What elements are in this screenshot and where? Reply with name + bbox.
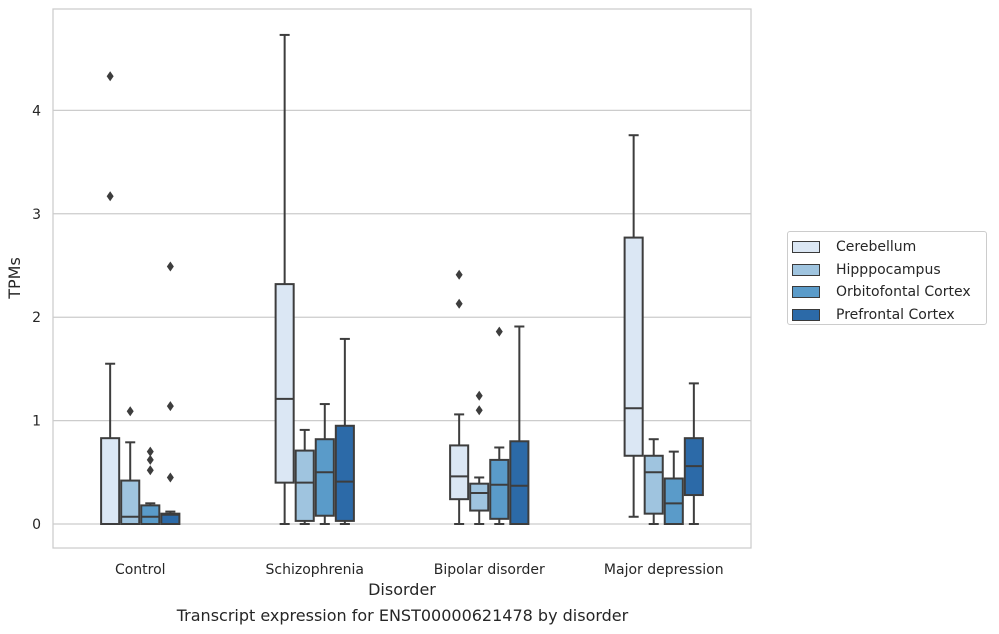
- outlier-point: [106, 191, 114, 202]
- outlier-point: [495, 326, 503, 337]
- legend-item: Prefrontal Cortex: [792, 304, 986, 327]
- box-iqr: [663, 477, 684, 525]
- box-iqr: [469, 482, 490, 512]
- outlier-point: [106, 71, 114, 82]
- legend-swatch: [792, 286, 820, 299]
- box-iqr: [294, 449, 315, 522]
- box-iqr: [489, 458, 510, 520]
- outlier-point: [146, 465, 154, 476]
- legend-label: Orbitofontal Cortex: [836, 284, 971, 301]
- box-orbitofontal-cortex: [663, 450, 684, 525]
- x-tick-labels: Control Schizophrenia Bipolar disorder Majo…: [115, 562, 724, 578]
- box-iqr: [120, 479, 141, 525]
- box-iqr: [274, 283, 295, 484]
- box-iqr: [100, 437, 121, 526]
- legend-label: Prefrontal Cortex: [836, 307, 955, 324]
- legend-label: Cerebellum: [836, 239, 917, 256]
- chart-caption: Transcript expression for ENST0000062147…: [176, 606, 629, 625]
- box-iqr: [509, 440, 530, 525]
- box-cerebellum: [274, 33, 295, 525]
- box-iqr: [623, 236, 644, 457]
- legend-item: Cerebellum: [792, 236, 986, 259]
- outlier-point: [475, 390, 483, 401]
- box-iqr: [160, 512, 181, 525]
- box-layer: [100, 33, 704, 526]
- box-iqr: [140, 504, 161, 525]
- box-hipppocampus: [469, 390, 490, 525]
- x-tick-label: Schizophrenia: [266, 562, 364, 578]
- outlier-point: [166, 401, 174, 412]
- box-cerebellum: [100, 71, 121, 526]
- legend-item: Orbitofontal Cortex: [792, 281, 986, 304]
- box-prefrontal-cortex: [334, 337, 355, 525]
- outlier-point: [166, 472, 174, 483]
- legend-item: Hipppocampus: [792, 259, 986, 282]
- x-tick-label: Control: [115, 562, 166, 578]
- legend: Cerebellum Hipppocampus Orbitofontal Corte…: [787, 231, 987, 325]
- outlier-point: [126, 406, 134, 417]
- outlier-point: [475, 405, 483, 416]
- legend-swatch: [792, 309, 820, 322]
- y-tick-label: 4: [32, 103, 41, 119]
- y-axis-label: TPMs: [5, 257, 24, 300]
- x-tick-label: Bipolar disorder: [434, 562, 545, 578]
- plot-frame: [52, 8, 752, 549]
- box-hipppocampus: [120, 406, 141, 525]
- outlier-point: [146, 446, 154, 457]
- outlier-point: [455, 269, 463, 280]
- legend-swatch: [792, 241, 820, 254]
- box-orbitofontal-cortex: [489, 326, 510, 525]
- y-tick-label: 3: [32, 207, 41, 223]
- y-tick-labels: 0 1 2 3 4: [32, 103, 41, 533]
- box-hipppocampus: [294, 428, 315, 525]
- box-cerebellum: [623, 134, 644, 518]
- box-prefrontal-cortex: [683, 382, 704, 525]
- box-orbitofontal-cortex: [140, 446, 161, 525]
- outlier-point: [166, 261, 174, 272]
- y-tick-label: 2: [32, 310, 41, 326]
- outlier-point: [146, 454, 154, 465]
- y-tick-label: 1: [32, 414, 41, 430]
- legend-swatch: [792, 263, 820, 276]
- box-hipppocampus: [643, 438, 664, 525]
- box-iqr: [449, 444, 470, 501]
- outlier-point: [455, 298, 463, 309]
- box-orbitofontal-cortex: [314, 403, 335, 525]
- box-prefrontal-cortex: [509, 325, 530, 525]
- x-tick-label: Major depression: [604, 562, 724, 578]
- box-prefrontal-cortex: [160, 261, 181, 525]
- y-tick-label: 0: [32, 517, 41, 533]
- legend-label: Hipppocampus: [836, 261, 941, 278]
- box-iqr: [334, 424, 355, 522]
- box-iqr: [314, 438, 335, 517]
- x-axis-label: Disorder: [368, 580, 436, 599]
- box-iqr: [643, 454, 664, 515]
- box-cerebellum: [449, 269, 470, 525]
